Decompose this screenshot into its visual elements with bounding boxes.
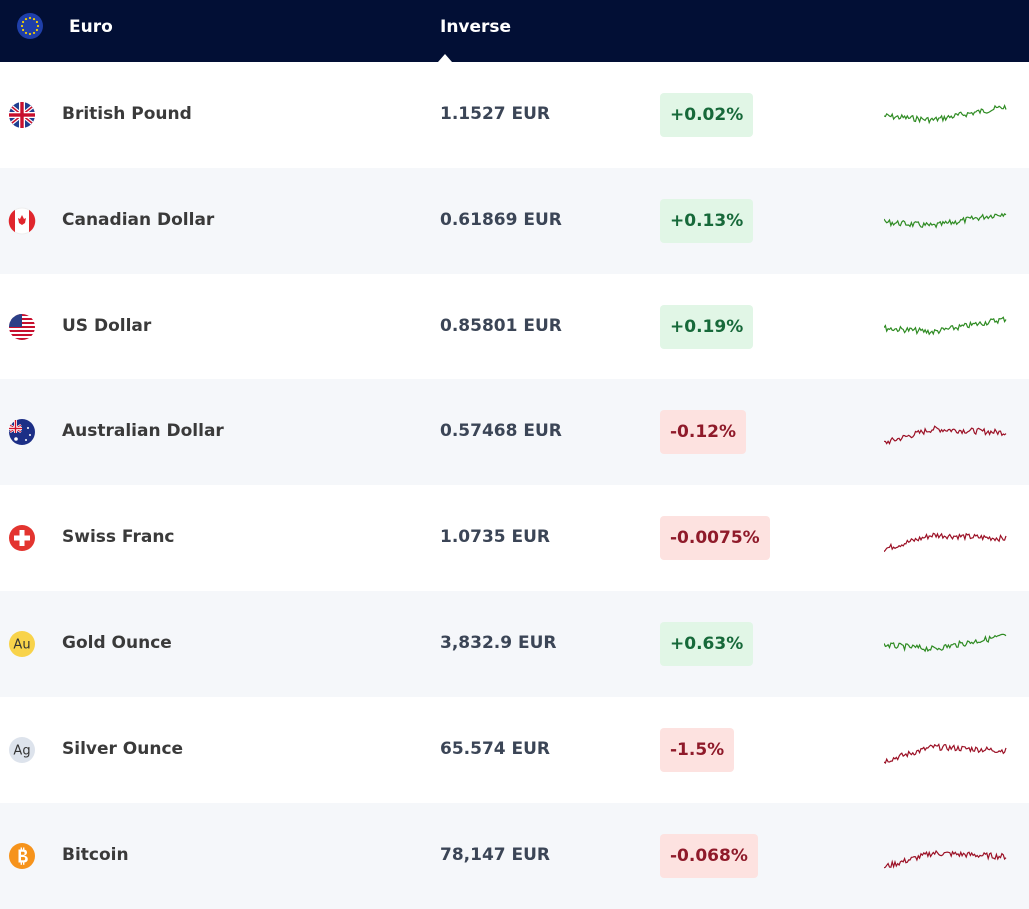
sparkline [884,103,1007,125]
rate-row[interactable]: Au Gold Ounce 3,832.9 EUR +0.63% [0,591,1029,697]
caret [438,54,452,62]
change-badge: +0.63% [660,622,754,666]
currency-icon [8,207,36,235]
currency-icon: Ag [9,736,35,763]
sparkline [884,532,1007,553]
icon-label: Ag [13,743,30,758]
change-badge: -0.068% [660,833,758,878]
change-badge: +0.13% [660,198,754,243]
currency-icon: Au [9,631,35,657]
rate-row[interactable]: US Dollar 0.85801 EUR +0.19% [0,274,1029,380]
currency-icon [9,313,35,340]
currency-name[interactable]: Silver Ounce [62,738,184,759]
rate: 1.0735 EUR [440,527,551,548]
base-currency[interactable]: Euro [69,17,113,37]
currency-name[interactable]: US Dollar [62,315,152,336]
rate: 1.1527 EUR [440,104,551,124]
rate: 0.61869 EUR [440,209,562,230]
currency-name[interactable]: British Pound [62,104,192,124]
currency-name[interactable]: Australian Dollar [62,421,224,442]
rate-row[interactable]: Bitcoin 78,147 EUR -0.068% [0,802,1029,909]
icon-label: Au [13,638,30,653]
rate: 65.574 EUR [440,738,551,759]
rate: 3,832.9 EUR [440,633,557,653]
sparkline [884,212,1007,229]
change-badge: +0.02% [660,93,754,137]
currency-name[interactable]: Gold Ounce [62,633,172,653]
sparkline [884,633,1007,653]
change-badge: -0.0075% [660,516,770,561]
rate-row[interactable]: Canadian Dollar 0.61869 EUR +0.13% [0,167,1029,274]
currency-name[interactable]: Bitcoin [62,844,129,865]
rate-row[interactable]: Swiss Franc 1.0735 EUR -0.0075% [0,485,1029,591]
sparkline [884,742,1007,764]
sparkline [884,315,1007,336]
change-badge: -0.12% [660,410,747,455]
column-title[interactable]: Inverse [440,17,512,37]
rate: 0.85801 EUR [440,315,562,336]
euro-icon [17,13,43,39]
sparkline [884,849,1007,869]
rate: 78,147 EUR [440,844,551,865]
currency-name[interactable]: Swiss Franc [62,527,175,548]
currency-icon [9,102,35,128]
currency-icon [9,842,35,869]
currency-icon [9,419,35,446]
header: Euro Inverse [0,0,1029,62]
rate: 0.57468 EUR [440,421,562,442]
currency-icon [9,525,35,552]
change-badge: -1.5% [660,727,735,772]
currency-name[interactable]: Canadian Dollar [62,209,215,230]
rate-row[interactable]: Australian Dollar 0.57468 EUR -0.12% [0,379,1029,486]
rate-row[interactable]: Ag Silver Ounce 65.574 EUR -1.5% [0,697,1029,803]
rate-row[interactable]: British Pound 1.1527 EUR +0.02% [0,62,1029,168]
sparkline [884,425,1007,446]
change-badge: +0.19% [660,304,754,349]
